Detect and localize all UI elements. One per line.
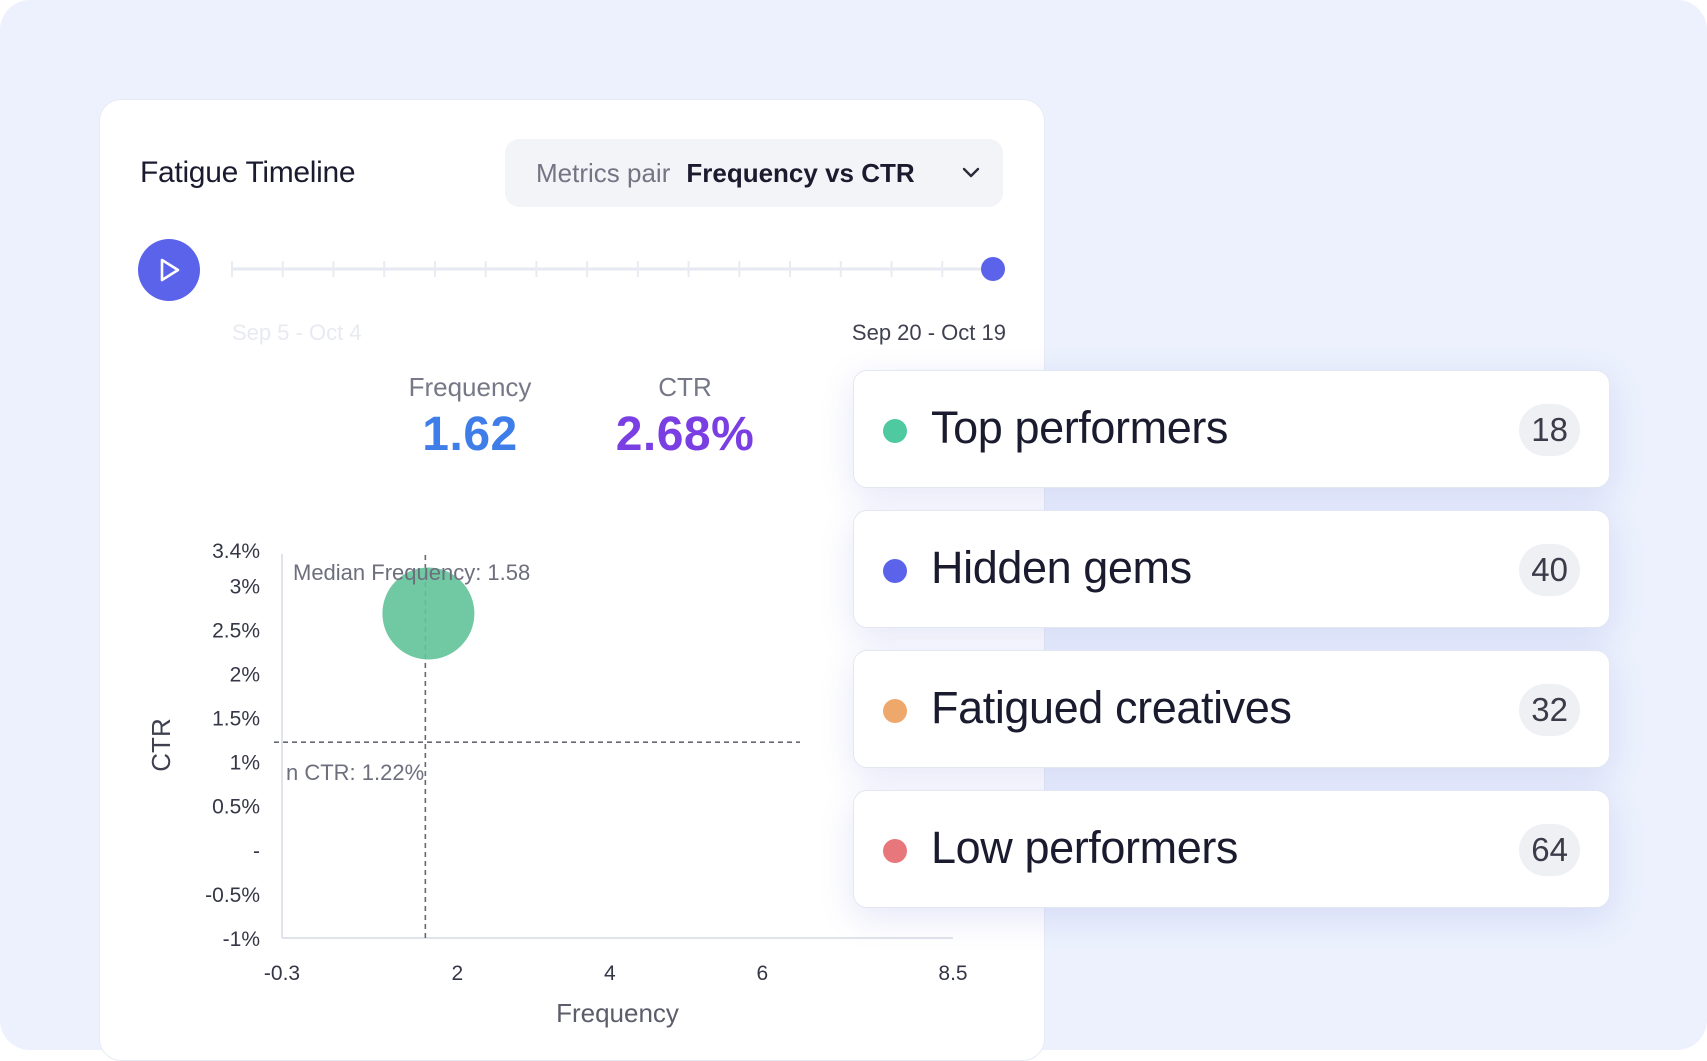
- y-axis-title: CTR: [146, 718, 176, 771]
- timeline-slider[interactable]: [220, 250, 1010, 290]
- segment-count: 64: [1519, 824, 1580, 876]
- ctr-stat: CTR 2.68%: [585, 372, 785, 462]
- y-tick-label: 3.4%: [212, 540, 260, 563]
- y-tick-label: 3%: [230, 575, 260, 598]
- x-tick-label: 8.5: [938, 962, 967, 985]
- ctr-stat-value: 2.68%: [615, 408, 755, 461]
- scatter-bubble[interactable]: [382, 567, 475, 660]
- y-tick-label: 0.5%: [212, 796, 260, 819]
- y-tick-label: 1.5%: [212, 708, 260, 731]
- x-tick-label: 2: [452, 962, 464, 985]
- y-tick-label: 1%: [230, 752, 260, 775]
- x-axis-title: Frequency: [556, 998, 679, 1028]
- timeline-start-label: Sep 5 - Oct 4: [232, 320, 362, 345]
- segment-count: 40: [1519, 544, 1580, 596]
- metrics-pair-select[interactable]: Metrics pair Frequency vs CTR: [505, 139, 1003, 207]
- segment-count: 18: [1519, 404, 1580, 456]
- y-tick-label: -1%: [223, 928, 260, 951]
- chevron-down-icon: [962, 167, 980, 178]
- segment-dot: [883, 559, 907, 583]
- ctr-stat-label: CTR: [658, 372, 712, 402]
- segment-low-performers[interactable]: Low performers 64: [853, 790, 1610, 908]
- segment-dot: [883, 699, 907, 723]
- segment-fatigued-creatives[interactable]: Fatigued creatives 32: [853, 650, 1610, 768]
- y-tick-label: 2%: [230, 663, 260, 686]
- segment-dot: [883, 839, 907, 863]
- card-title: Fatigue Timeline: [140, 156, 356, 189]
- play-icon: [160, 258, 180, 282]
- segment-top-performers[interactable]: Top performers 18: [853, 370, 1610, 488]
- segment-name: Fatigued creatives: [931, 682, 1292, 733]
- segment-count: 32: [1519, 684, 1580, 736]
- y-tick-label: -0.5%: [205, 884, 260, 907]
- segment-hidden-gems[interactable]: Hidden gems 40: [853, 510, 1610, 628]
- frequency-stat-label: Frequency: [408, 372, 532, 402]
- segment-name: Low performers: [931, 822, 1239, 873]
- metrics-pair-label: Metrics pair: [536, 157, 671, 188]
- x-tick-label: 4: [604, 962, 616, 985]
- segment-name: Top performers: [931, 402, 1229, 453]
- median-frequency-label: Median Frequency: 1.58: [293, 560, 530, 585]
- frequency-ctr-scatter-chart: 3.4% 3% 2.5% 2% 1.5% 1% 0.5% - -0.5% -1%-0.3 2 4 6 8.…: [146, 540, 968, 1028]
- metrics-pair-value: Frequency vs CTR: [686, 157, 915, 188]
- segment-dot: [883, 419, 907, 443]
- segment-name: Hidden gems: [931, 542, 1192, 593]
- frequency-stat-value: 1.62: [422, 408, 518, 461]
- timeline-end-label: Sep 20 - Oct 19: [851, 320, 1006, 345]
- play-button[interactable]: [138, 239, 200, 301]
- x-tick-label: -0.3: [264, 962, 300, 985]
- y-tick-label: 2.5%: [212, 619, 260, 642]
- y-tick-label: -: [253, 840, 260, 863]
- x-tick-label: 6: [757, 962, 769, 985]
- frequency-stat: Frequency 1.62: [390, 372, 550, 462]
- timeline-handle[interactable]: [981, 257, 1005, 281]
- median-ctr-label: n CTR: 1.22%: [286, 760, 424, 785]
